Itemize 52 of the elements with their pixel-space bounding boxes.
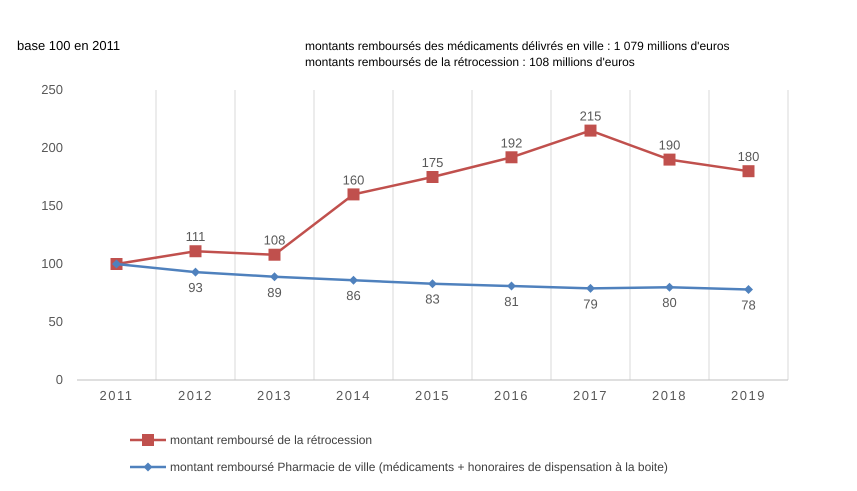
data-label: 215: [580, 108, 602, 124]
x-tick-label: 2017: [573, 388, 608, 403]
data-label: 86: [346, 288, 361, 304]
point: [268, 248, 280, 261]
x-tick-label: 2012: [178, 388, 213, 403]
y-tick-label: 200: [41, 140, 63, 155]
y-tick-label: 0: [56, 372, 63, 387]
data-label: 79: [583, 296, 598, 312]
x-tick-label: 2015: [415, 388, 450, 403]
data-label: 192: [500, 135, 522, 150]
text: montants remboursés des médicaments délivrés en ville : 1 079 millions d'euros: [305, 39, 730, 53]
point: [348, 188, 360, 200]
y-tick-label: 150: [41, 198, 63, 213]
legend-label: montant remboursé Pharmacie de ville (médicaments + honoraires de dispensation à la boite): [170, 460, 668, 474]
data-label: 180: [738, 149, 760, 164]
data-label: 83: [425, 292, 440, 307]
legend-label: montant remboursé de la rétrocession: [170, 433, 372, 447]
point: [664, 154, 676, 166]
point: [744, 285, 753, 294]
point: [270, 272, 279, 282]
x-tick-label: 2011: [100, 388, 134, 403]
point: [665, 282, 674, 292]
data-label: 93: [188, 280, 203, 296]
y-tick-label: 100: [41, 256, 63, 271]
data-label: 111: [186, 229, 206, 244]
data-label: 160: [342, 172, 364, 188]
x-tick-label: 2019: [731, 388, 766, 403]
point: [191, 268, 200, 277]
data-label: 175: [422, 155, 444, 170]
point: [428, 279, 437, 288]
y-tick-label: 50: [48, 314, 63, 329]
point: [586, 284, 595, 293]
point: [742, 165, 754, 178]
data-label: 190: [658, 138, 680, 153]
data-label: 80: [662, 295, 677, 310]
point: [507, 282, 516, 291]
y-tick-label: 250: [41, 82, 63, 97]
point: [349, 276, 358, 285]
point: [506, 151, 518, 164]
point: [190, 245, 202, 258]
data-label: 81: [504, 294, 519, 310]
x-tick-label: 2016: [494, 388, 529, 403]
x-tick-label: 2013: [257, 388, 292, 403]
text: montants remboursés de la rétrocession : 108 millions d'euros: [305, 55, 635, 69]
point: [584, 124, 596, 137]
x-tick-label: 2018: [652, 388, 687, 403]
data-label: 89: [267, 284, 282, 300]
data-label: 78: [741, 298, 756, 313]
chart-subtitle: base 100 en 2011: [17, 38, 120, 53]
data-label: 108: [264, 232, 286, 248]
point: [426, 171, 438, 183]
x-tick-label: 2014: [336, 388, 371, 403]
